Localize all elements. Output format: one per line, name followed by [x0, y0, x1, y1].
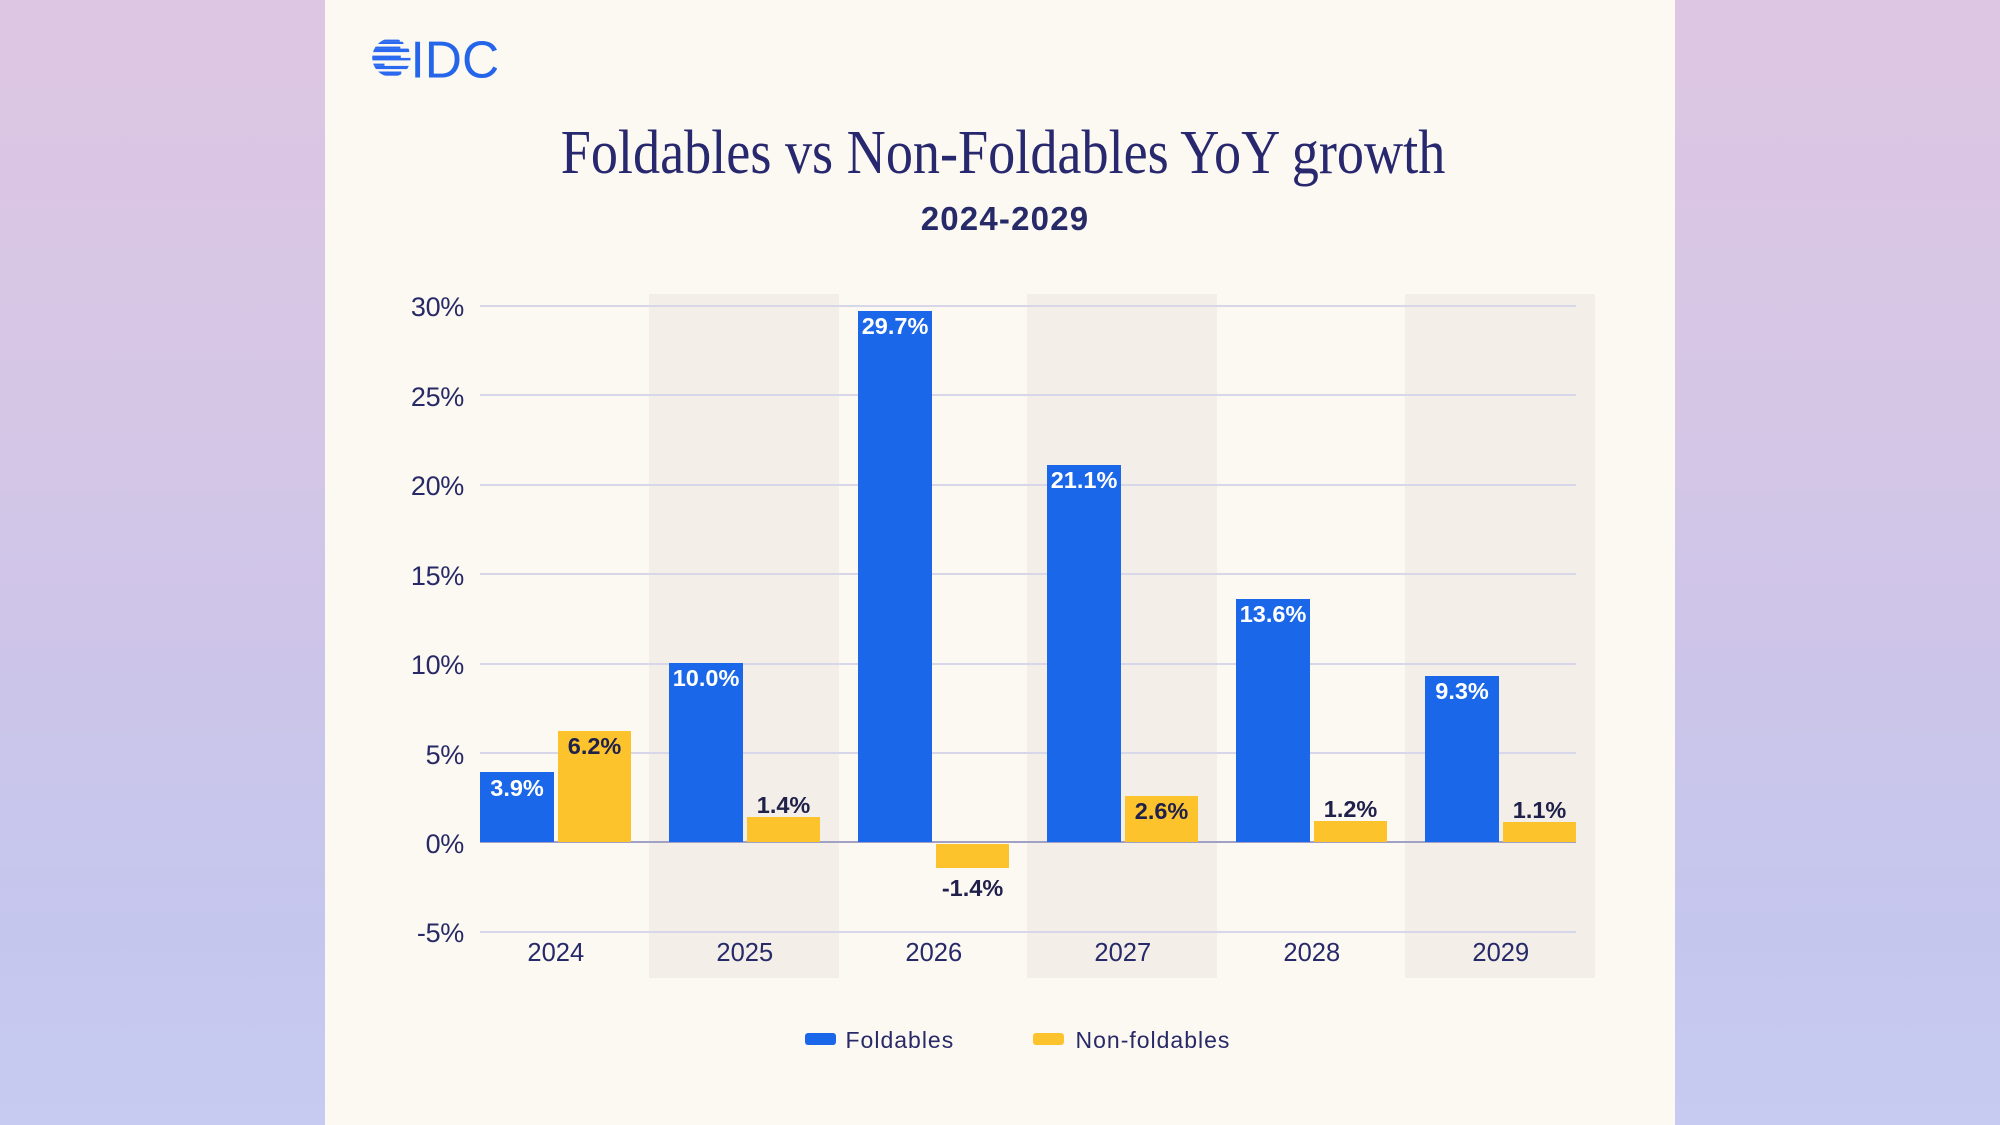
- svg-text:IDC: IDC: [411, 38, 500, 80]
